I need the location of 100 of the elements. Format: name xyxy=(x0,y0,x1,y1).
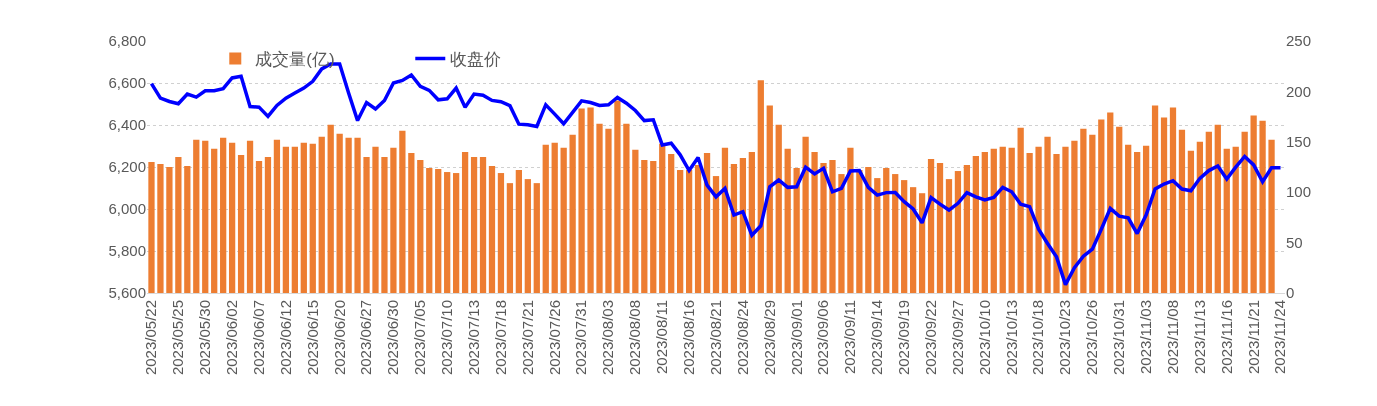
bar xyxy=(1232,146,1239,293)
bar xyxy=(1259,120,1266,293)
bar xyxy=(972,155,979,293)
x-tick-label: 2023/11/08 xyxy=(1163,300,1181,374)
x-tick-label: 2023/10/23 xyxy=(1056,300,1074,376)
bar xyxy=(1062,146,1069,293)
legend-label: 收盘价 xyxy=(450,50,502,70)
bar xyxy=(1151,105,1159,293)
bar xyxy=(300,142,307,293)
x-tick-label: 2023/07/10 xyxy=(438,300,456,376)
bar xyxy=(560,147,567,293)
x-tick-label: 2023/08/03 xyxy=(599,300,617,376)
bar xyxy=(166,167,173,293)
x-tick-label: 2023/05/22 xyxy=(142,300,160,376)
bar xyxy=(1196,141,1204,293)
y2-tick-label: 250 xyxy=(1286,32,1312,50)
bar xyxy=(569,134,576,293)
bar xyxy=(372,146,379,293)
bar xyxy=(157,163,164,293)
bar xyxy=(1026,152,1033,293)
bar xyxy=(685,170,693,293)
bar xyxy=(936,162,944,293)
y2-tick-label: 0 xyxy=(1286,284,1295,302)
bar xyxy=(838,174,845,293)
bar xyxy=(829,159,836,293)
y-tick-label: 6,400 xyxy=(108,116,146,134)
bar xyxy=(488,165,496,293)
x-tick-label: 2023/08/16 xyxy=(679,300,697,376)
bar xyxy=(1116,126,1123,293)
bar xyxy=(784,148,791,293)
bar xyxy=(381,156,388,293)
bar xyxy=(354,137,361,293)
bar xyxy=(1134,151,1141,293)
bar xyxy=(515,170,522,293)
bar xyxy=(927,158,935,293)
bar xyxy=(202,140,209,293)
bar xyxy=(551,142,558,293)
bar xyxy=(1017,127,1024,293)
bar xyxy=(1205,131,1212,293)
bar xyxy=(1268,139,1275,293)
bar xyxy=(659,143,666,293)
bar xyxy=(264,156,272,293)
x-tick-label: 2023/08/24 xyxy=(733,300,751,376)
x-tick-label: 2023/10/13 xyxy=(1002,300,1020,376)
bar xyxy=(345,137,352,293)
bar xyxy=(426,168,433,293)
bar xyxy=(981,151,988,293)
y-tick-label: 6,600 xyxy=(108,74,146,92)
bar xyxy=(309,143,316,293)
bar xyxy=(282,146,290,293)
bar xyxy=(506,183,514,293)
bar xyxy=(327,124,334,293)
bar xyxy=(1223,148,1230,293)
bar xyxy=(605,128,612,293)
x-tick-label: 2023/05/30 xyxy=(196,300,214,376)
x-tick-label: 2023/06/15 xyxy=(303,300,321,376)
bar xyxy=(273,139,281,293)
bar xyxy=(417,159,424,293)
x-tick-label: 2023/11/24 xyxy=(1271,300,1289,374)
x-tick-label: 2023/10/26 xyxy=(1083,300,1101,376)
x-tick-label: 2023/08/08 xyxy=(626,300,644,376)
x-tick-label: 2023/11/03 xyxy=(1136,300,1154,374)
bar xyxy=(757,80,764,293)
bar xyxy=(578,108,585,293)
bar xyxy=(1080,128,1087,293)
bar xyxy=(730,163,738,293)
x-tick-label: 2023/09/22 xyxy=(921,300,939,376)
bar xyxy=(802,136,809,293)
bar xyxy=(291,146,298,293)
bar xyxy=(444,172,451,293)
bar xyxy=(255,160,263,293)
bar xyxy=(1250,115,1257,293)
bar xyxy=(963,164,971,293)
x-tick-label: 2023/09/14 xyxy=(868,300,886,376)
bar xyxy=(874,178,881,293)
bar xyxy=(220,137,227,293)
x-tick-label: 2023/07/31 xyxy=(572,300,590,376)
x-tick-label: 2023/08/21 xyxy=(706,300,724,376)
bar xyxy=(739,157,747,293)
x-tick-label: 2023/06/12 xyxy=(276,300,294,376)
x-tick-label: 2023/09/19 xyxy=(895,300,913,376)
bar xyxy=(721,147,729,293)
bar xyxy=(901,180,908,293)
bar xyxy=(820,162,827,293)
bar xyxy=(453,173,460,293)
bar xyxy=(748,151,755,293)
bar xyxy=(614,100,621,293)
bar xyxy=(587,107,594,293)
x-tick-label: 2023/07/13 xyxy=(464,300,482,376)
x-tick-label: 2023/09/11 xyxy=(841,300,859,374)
x-tick-label: 2023/06/30 xyxy=(384,300,402,376)
bar xyxy=(775,124,782,293)
x-tick-label: 2023/09/27 xyxy=(948,300,966,376)
bar xyxy=(910,187,917,293)
bar xyxy=(461,151,469,293)
bar xyxy=(703,152,711,293)
bar xyxy=(856,170,863,293)
bar xyxy=(811,151,818,293)
bar xyxy=(865,167,872,293)
y2-tick-label: 150 xyxy=(1286,133,1312,151)
